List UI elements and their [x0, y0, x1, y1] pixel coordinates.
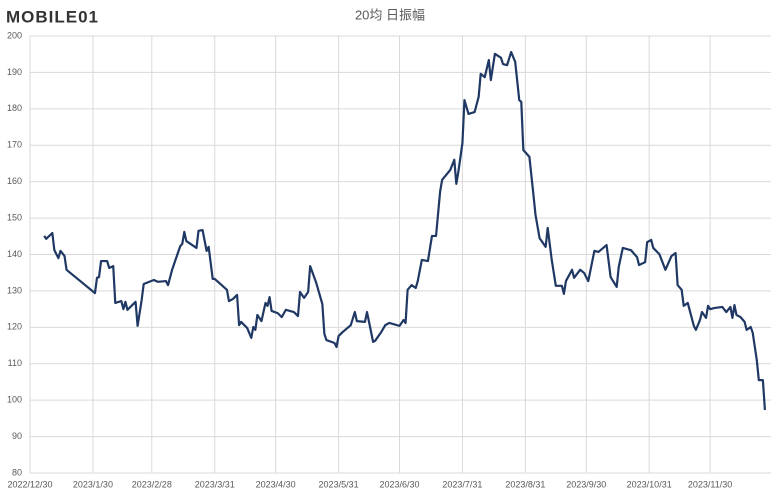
y-tick-label: 80: [12, 467, 22, 477]
x-tick-label: 2023/7/31: [442, 479, 482, 489]
y-tick-label: 200: [7, 30, 22, 40]
x-tick-label: 2023/4/30: [256, 479, 296, 489]
y-tick-label: 110: [8, 358, 22, 368]
y-tick-label: 90: [12, 431, 22, 441]
x-tick-label: 2023/3/31: [195, 479, 235, 489]
line: [43, 50, 767, 411]
y-tick-label: 190: [7, 67, 22, 77]
x-tick-label: 2023/10/31: [627, 479, 672, 489]
y-tick-label: 130: [7, 285, 22, 295]
y-tick-label: 140: [7, 249, 22, 259]
chart-title: 20均 日振幅: [355, 7, 425, 22]
x-tick-label: 2023/2/28: [132, 479, 172, 489]
y-tick-label: 120: [7, 322, 22, 332]
y-tick-label: 180: [7, 103, 22, 113]
x-tick-label: 2023/9/30: [566, 479, 606, 489]
x-tick-label: 2023/11/30: [688, 479, 732, 489]
x-tick-label: 2023/1/30: [73, 479, 113, 489]
x-tick-label: 2023/8/31: [505, 479, 545, 489]
x-tick-label: 2023/5/31: [319, 479, 359, 489]
y-tick-label: 170: [7, 140, 22, 150]
x-tick-label: 2022/12/30: [7, 479, 52, 489]
y-tick-label: 150: [7, 212, 22, 222]
y-tick-label: 160: [7, 176, 22, 186]
y-tick-label: 100: [7, 395, 22, 405]
logo: MOBILE01: [6, 7, 99, 26]
x-tick-label: 2023/6/30: [379, 479, 419, 489]
